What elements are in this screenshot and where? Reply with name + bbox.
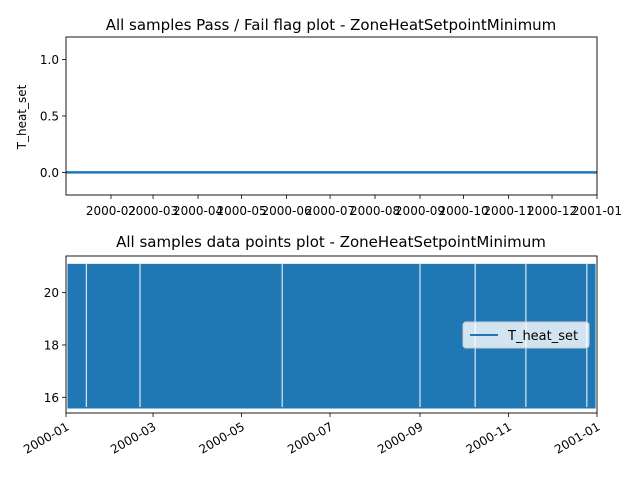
- chart1-y-ticks: 0.0 0.5 1.0: [40, 53, 66, 180]
- chart-pass-fail: All samples Pass / Fail flag plot - Zone…: [15, 16, 622, 218]
- legend-series-label: T_heat_set: [507, 329, 578, 344]
- y-tick-label: 16: [44, 391, 59, 405]
- y-tick-label: 1.0: [40, 53, 59, 67]
- x-tick-label: 2000-02: [86, 204, 136, 218]
- chart1-ylabel: T_heat_set: [15, 84, 29, 150]
- chart2-legend: T_heat_set: [462, 321, 590, 349]
- legend-box: [462, 321, 590, 349]
- x-tick-label: 2000-10: [438, 204, 488, 218]
- x-tick-label: 2000-06: [261, 204, 311, 218]
- x-tick-label: 2000-08: [350, 204, 400, 218]
- x-tick-label: 2000-04: [173, 204, 223, 218]
- y-tick-label: 0.5: [40, 110, 59, 124]
- x-tick-label: 2000-12: [527, 204, 577, 218]
- y-tick-label: 0.0: [40, 166, 59, 180]
- x-tick-label: 2000-07: [305, 204, 355, 218]
- chart2-axes-frame: [65, 255, 598, 414]
- chart2-y-ticks: 16 18 20: [44, 286, 66, 405]
- chart1-x-ticks: 2000-022000-032000-042000-052000-062000-…: [86, 195, 622, 218]
- x-tick-label: 2000-05: [216, 204, 266, 218]
- y-tick-label: 18: [44, 338, 59, 352]
- chart1-title: All samples Pass / Fail flag plot - Zone…: [106, 16, 557, 34]
- x-tick-label: 2000-11: [483, 204, 533, 218]
- x-tick-label: 2000-03: [128, 204, 178, 218]
- x-tick-label: 2000-09: [395, 204, 445, 218]
- x-tick-label: 2001-01: [572, 204, 622, 218]
- chart2-title: All samples data points plot - ZoneHeatS…: [116, 233, 546, 251]
- chart1-axes-frame: [65, 36, 598, 196]
- y-tick-label: 20: [44, 286, 59, 300]
